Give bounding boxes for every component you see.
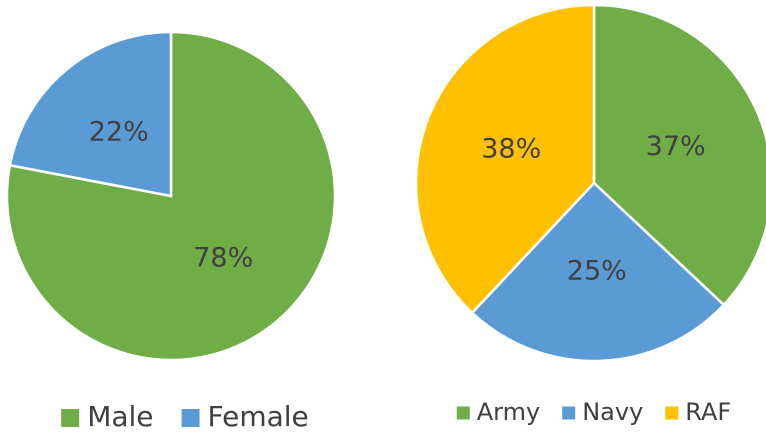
pie-slice xyxy=(414,3,596,315)
legend-swatch xyxy=(181,409,200,427)
legend-label: Army xyxy=(477,398,540,426)
data-label: 37% xyxy=(646,131,706,162)
pie-slice xyxy=(470,181,726,363)
legend: Army Navy RAF xyxy=(456,398,731,426)
pie-slice xyxy=(5,30,337,362)
legend: Male Female xyxy=(61,400,309,433)
legend-label: RAF xyxy=(685,398,731,426)
data-label: 22% xyxy=(89,116,149,147)
legend-swatch xyxy=(665,406,679,420)
legend-swatch xyxy=(562,406,576,420)
legend-swatch xyxy=(456,406,470,420)
legend-swatch xyxy=(61,409,80,427)
data-label: 38% xyxy=(481,134,541,165)
pie-chart: 78% 22% xyxy=(5,30,337,362)
legend-label: Female xyxy=(208,400,309,433)
data-label: 25% xyxy=(567,255,627,286)
pie-slice xyxy=(592,3,766,307)
legend-label: Navy xyxy=(582,398,643,426)
pie-chart: 37% 25% 38% xyxy=(414,3,766,363)
pie-slice xyxy=(8,30,173,198)
legend-label: Male xyxy=(87,400,153,433)
data-label: 78% xyxy=(193,243,253,274)
